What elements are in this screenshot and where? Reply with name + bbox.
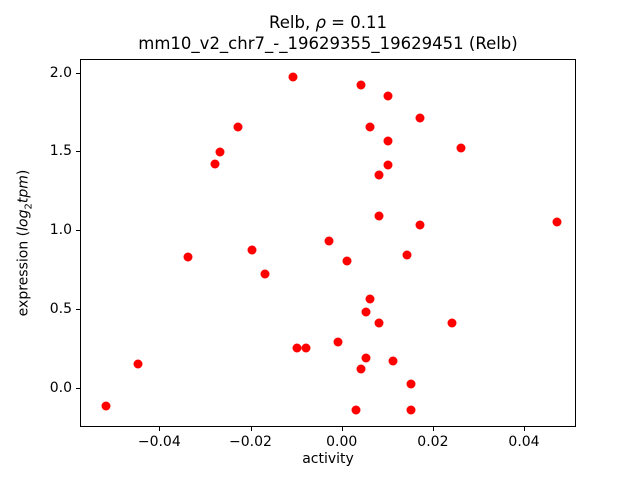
scatter-point [361,307,370,317]
rho-symbol: ρ [315,13,326,32]
chart-title-value: = 0.11 [325,13,387,32]
scatter-point [383,136,393,146]
scatter-point [415,113,425,123]
scatter-point [342,256,352,266]
scatter-point [415,220,425,230]
y-axis-label: expression (log2tpm) [16,170,35,317]
x-tick-mark [250,427,252,431]
x-tick-mark [432,427,434,431]
y-tick-mark [76,230,80,232]
y-tick-label: 2.0 [49,64,72,81]
scatter-point [356,80,366,90]
chart-title: Relb, ρ = 0.11 [269,13,387,33]
y-tick-label: 1.0 [49,222,72,239]
scatter-point [374,211,384,220]
scatter-point [374,170,384,179]
scatter-point [365,122,375,132]
y-label-log: log [15,209,32,231]
y-tick-mark [76,309,80,311]
x-tick-label: −0.04 [137,434,181,450]
scatter-point [406,405,416,414]
scatter-point [288,72,297,82]
y-tick-label: 1.5 [49,143,72,160]
scatter-point [456,143,466,153]
scatter-point [301,343,311,353]
x-axis-label: activity [302,451,354,467]
scatter-point [260,269,270,279]
scatter-point [383,91,393,101]
scatter-point [183,252,193,261]
scatter-point [374,318,384,328]
x-tick-label: 0.04 [508,434,540,450]
scatter-point [324,236,334,246]
scatter-point [333,337,343,347]
chart-subtitle: mm10_v2_chr7_-_19629355_19629451 (Relb) [138,34,518,53]
scatter-point [351,405,361,414]
scatter-point [133,359,142,369]
x-tick-label: 0.02 [417,434,449,450]
scatter-point [402,250,411,260]
x-tick-mark [524,427,525,431]
x-tick-label: −0.02 [229,434,272,450]
scatter-point [292,343,302,353]
chart-title-prefix: Relb, [269,13,316,32]
scatter-point [552,217,562,227]
scatter-point [210,159,220,168]
x-tick-label: 0.00 [326,434,358,450]
y-label-sub2: 2 [23,203,35,210]
scatter-point [247,245,256,255]
scatter-point [406,379,416,389]
y-tick-mark [76,388,80,389]
scatter-point [388,356,398,366]
scatter-point [356,364,366,373]
y-tick-mark [76,72,80,74]
plot-area [80,59,576,427]
scatter-point [101,401,111,411]
scatter-point [361,353,370,362]
scatter-point [365,294,375,304]
y-label-prefix: expression ( [15,230,32,317]
scatter-point [383,160,393,170]
x-tick-mark [159,427,161,431]
scatter-point [215,147,225,157]
y-tick-label: 0.5 [49,301,72,318]
scatter-point [447,318,457,328]
y-label-suffix: ) [15,169,32,176]
y-tick-mark [76,151,80,153]
scatter-point [233,122,243,132]
x-tick-mark [341,427,343,431]
y-label-tpm: tpm [15,175,32,204]
y-tick-label: 0.0 [49,380,72,396]
